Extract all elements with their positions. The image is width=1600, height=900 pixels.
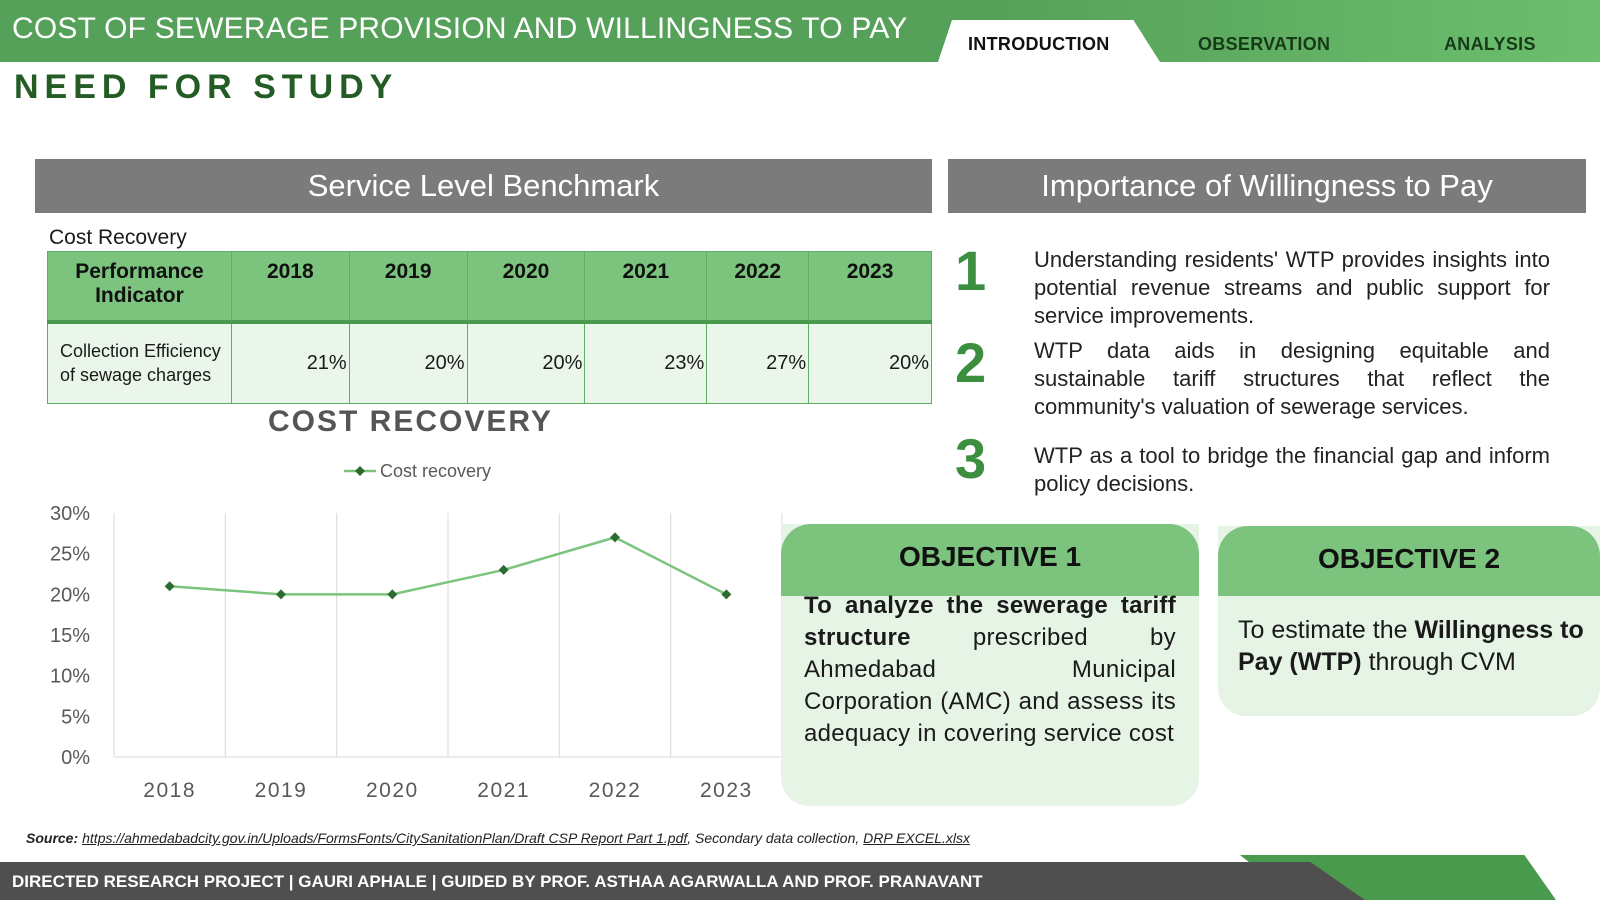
footer-text: DIRECTED RESEARCH PROJECT | GAURI APHALE… (12, 872, 983, 891)
source-link-excel[interactable]: DRP EXCEL.xlsx (863, 830, 970, 846)
benchmark-table: Performance Indicator 2018 2019 2020 202… (47, 251, 932, 404)
objective-1-emphasis: To analyze the sewerage tariff structure (804, 592, 1176, 651)
table-header-cell: 2018 (230, 251, 350, 324)
chart-legend-marker (355, 466, 365, 476)
table-header-row: Performance Indicator 2018 2019 2020 202… (47, 251, 932, 324)
table-caption: Cost Recovery (49, 226, 187, 249)
source-line: Source: https://ahmedabadcity.gov.in/Uplo… (26, 830, 970, 846)
value-cell: 23% (584, 321, 708, 404)
footer-bar (0, 862, 1365, 900)
point-text: WTP data aids in designing equitable and… (1034, 338, 1550, 419)
source-link-pdf[interactable]: https://ahmedabadcity.gov.in/Uploads/For… (82, 830, 688, 846)
chart-y-tick-label: 10% (50, 666, 90, 688)
objective-1-text: To analyze the sewerage tariff structure… (804, 590, 1176, 750)
value-cell: 20% (808, 321, 932, 404)
objective-2-text: To estimate the Willingness to Pay (WTP)… (1238, 614, 1584, 678)
chart-x-tick-label: 2018 (143, 779, 196, 802)
service-level-benchmark-heading: Service Level Benchmark (35, 159, 932, 213)
chart-data-point (387, 589, 398, 600)
chart-title: COST RECOVERY (268, 405, 553, 438)
chart-data-point (498, 564, 509, 575)
objective-2-title: OBJECTIVE 2 (1218, 526, 1600, 596)
point-text: Understanding residents' WTP provides in… (1034, 247, 1550, 328)
active-tab-background (938, 20, 1160, 62)
chart-x-tick-label: 2023 (700, 779, 753, 802)
point-number: 3 (955, 427, 987, 490)
objective-2-post: through CVM (1361, 648, 1516, 676)
chart-data-point (610, 532, 620, 543)
objective-2-emphasis: Willingness to Pay (WTP) (1238, 616, 1584, 676)
value-cell: 27% (706, 321, 810, 404)
table-header-cell: 2020 (466, 251, 586, 324)
objective-2-pre: To estimate the (1238, 616, 1415, 644)
value-cell: 20% (466, 321, 586, 404)
wtp-importance-heading: Importance of Willingness to Pay (948, 159, 1586, 213)
table-row: Collection Efficiency of sewage charges … (47, 321, 932, 404)
point-number: 2 (955, 331, 987, 394)
objective-1-title: OBJECTIVE 1 (781, 524, 1199, 596)
chart-y-tick-label: 30% (50, 503, 90, 525)
objective-1-body: prescribed by Ahmedabad Municipal Corpor… (804, 624, 1176, 747)
chart-data-point (164, 581, 175, 592)
table-header-cell: 2023 (808, 251, 932, 324)
chart-legend-label: Cost recovery (380, 461, 491, 481)
value-cell: 21% (230, 321, 350, 404)
table-header-cell: 2022 (706, 251, 810, 324)
chart-y-tick-label: 15% (50, 625, 90, 647)
chart-y-tick-label: 0% (61, 747, 90, 769)
chart-y-tick-label: 5% (61, 706, 90, 728)
tab-introduction[interactable]: INTRODUCTION (968, 34, 1110, 54)
chart-data-point (276, 589, 286, 600)
table-header-cell: 2019 (348, 251, 468, 324)
chart-x-tick-label: 2021 (477, 779, 530, 802)
table-header-cell: Performance Indicator (47, 251, 232, 324)
chart-data-point (721, 589, 732, 600)
chart-series-line (169, 536, 727, 596)
tab-observation[interactable]: OBSERVATION (1198, 34, 1331, 54)
chart-x-tick-label: 2022 (589, 779, 642, 802)
section-title: NEED FOR STUDY (14, 68, 399, 106)
indicator-cell: Collection Efficiency of sewage charges (47, 321, 232, 404)
chart-y-tick-label: 25% (50, 544, 90, 566)
source-label: Source: (26, 830, 79, 846)
chart-y-tick-label: 20% (50, 584, 90, 606)
chart-x-tick-label: 2019 (255, 779, 308, 802)
cost-recovery-chart: 30% 25% 20% 15% 10% 5% 0% 2018 2019 2020 2021 2022 2… (50, 461, 783, 802)
point-number: 1 (955, 239, 987, 302)
main-title: COST OF SEWERAGE PROVISION AND WILLINGNE… (12, 12, 908, 45)
value-cell: 20% (348, 321, 468, 404)
tab-analysis[interactable]: ANALYSIS (1444, 34, 1536, 54)
point-text: WTP as a tool to bridge the financial ga… (1034, 443, 1550, 496)
source-middle: , Secondary data collection, (687, 830, 864, 846)
table-header-cell: 2021 (584, 251, 708, 324)
chart-x-tick-label: 2020 (366, 779, 419, 802)
